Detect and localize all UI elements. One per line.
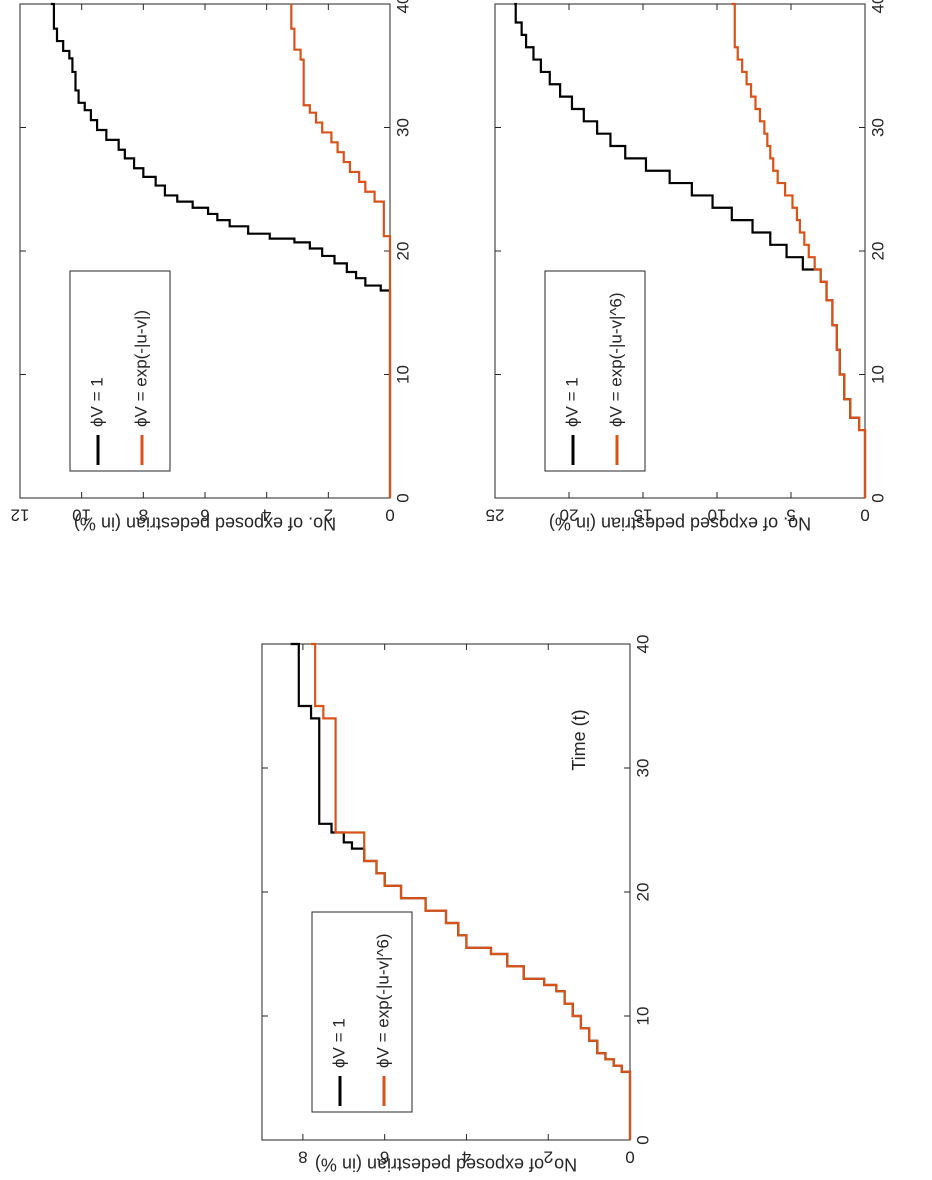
series-line-black bbox=[50, 2, 392, 498]
y-tick-label: 10 bbox=[708, 506, 727, 525]
x-tick-label: 0 bbox=[393, 493, 412, 502]
y-tick-label: 0 bbox=[860, 506, 869, 525]
x-tick-label: 10 bbox=[868, 365, 887, 384]
legend-box bbox=[311, 911, 413, 1113]
x-tick-label: 30 bbox=[868, 118, 887, 137]
series-line-orange bbox=[311, 642, 632, 1140]
chart-left: 0 10 20 30 40 0 2 4 6 8 Time (t) No. of exposed ped… bbox=[261, 635, 652, 1174]
legend-label: ϕV = exp(-|u-v|) bbox=[131, 310, 150, 427]
y-axis-label: No. of exposed pedestrian (in %) bbox=[74, 513, 336, 533]
x-tick-label: 0 bbox=[868, 493, 887, 502]
y-tick-label: 4 bbox=[462, 1148, 471, 1167]
y-tick-label: 0 bbox=[385, 506, 394, 525]
legend-label: ϕV = exp(-|u-v|^6) bbox=[373, 933, 392, 1068]
x-axis-label: Time (t) bbox=[569, 709, 589, 770]
y-axis-label: No. of exposed pedestrian (in %) bbox=[549, 513, 811, 533]
x-tick-label: 10 bbox=[633, 1007, 652, 1026]
y-tick-label: 25 bbox=[486, 506, 505, 525]
y-tick-label: 6 bbox=[200, 506, 209, 525]
chart-bottom-right: 0 10 20 30 40 0 5 10 15 20 25 Time (t) No. of expose… bbox=[486, 0, 888, 773]
x-tick-label: 20 bbox=[393, 242, 412, 261]
series-line-orange bbox=[731, 2, 867, 498]
x-tick-label: 20 bbox=[633, 883, 652, 902]
y-tick-label: 2 bbox=[324, 506, 333, 525]
y-tick-label: 6 bbox=[380, 1148, 389, 1167]
y-tick-label: 8 bbox=[298, 1148, 307, 1167]
chart-top-right: 010203040024681012Time (t)No. of exposed… bbox=[11, 0, 597, 533]
x-tick-label: 20 bbox=[868, 242, 887, 261]
x-tick-label: 40 bbox=[393, 0, 412, 13]
y-tick-label: 12 bbox=[11, 506, 30, 525]
y-tick-label: 8 bbox=[139, 506, 148, 525]
series-line-orange bbox=[290, 4, 392, 498]
y-tick-label: 4 bbox=[262, 506, 271, 525]
legend-label: ϕV = 1 bbox=[562, 377, 581, 427]
y-tick-label: 2 bbox=[543, 1148, 552, 1167]
y-axis-label: No. of exposed pedestrian (in %) bbox=[315, 1154, 577, 1174]
y-tick-label: 10 bbox=[72, 506, 91, 525]
x-tick-label: 30 bbox=[393, 118, 412, 137]
x-tick-label: 0 bbox=[633, 1135, 652, 1144]
x-tick-label: 40 bbox=[868, 0, 887, 13]
legend-box bbox=[69, 270, 171, 472]
legend-label: ϕV = 1 bbox=[329, 1018, 348, 1068]
y-tick-label: 15 bbox=[634, 506, 653, 525]
legend-label: ϕV = exp(-|u-v|^6) bbox=[606, 292, 625, 427]
x-tick-label: 10 bbox=[393, 365, 412, 384]
y-tick-label: 0 bbox=[625, 1148, 634, 1167]
y-tick-label: 20 bbox=[560, 506, 579, 525]
legend-label: ϕV = 1 bbox=[87, 377, 106, 427]
x-tick-label: 30 bbox=[633, 759, 652, 778]
legend-box bbox=[544, 270, 646, 472]
x-tick-label: 40 bbox=[633, 635, 652, 654]
y-tick-label: 5 bbox=[786, 506, 795, 525]
